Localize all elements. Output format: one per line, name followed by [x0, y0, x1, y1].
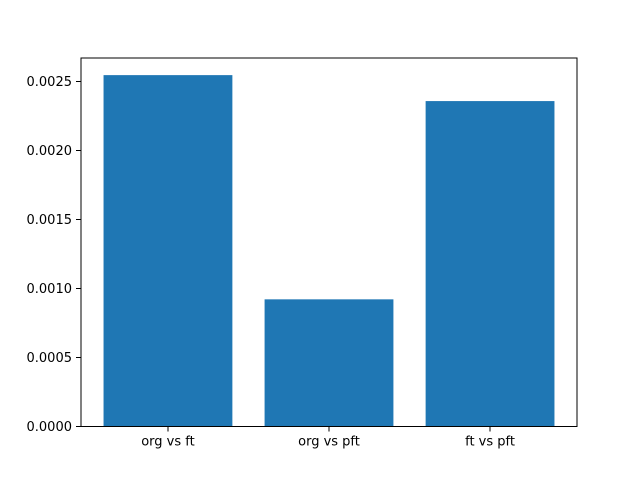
y-tick-label: 0.0010	[27, 282, 73, 297]
x-tick-label: org vs ft	[141, 435, 195, 450]
x-tick-label: org vs pft	[298, 435, 360, 450]
y-tick-label: 0.0000	[27, 420, 73, 435]
x-tick-label: ft vs pft	[465, 435, 515, 450]
y-tick-label: 0.0015	[27, 213, 73, 228]
y-tick-label: 0.0005	[27, 351, 73, 366]
bar-org-vs-ft	[103, 75, 233, 427]
y-tick-label: 0.0025	[27, 75, 73, 90]
bar-ft-vs-pft	[425, 101, 555, 427]
y-tick-label: 0.0020	[27, 144, 73, 159]
bar-org-vs-pft	[264, 299, 394, 427]
